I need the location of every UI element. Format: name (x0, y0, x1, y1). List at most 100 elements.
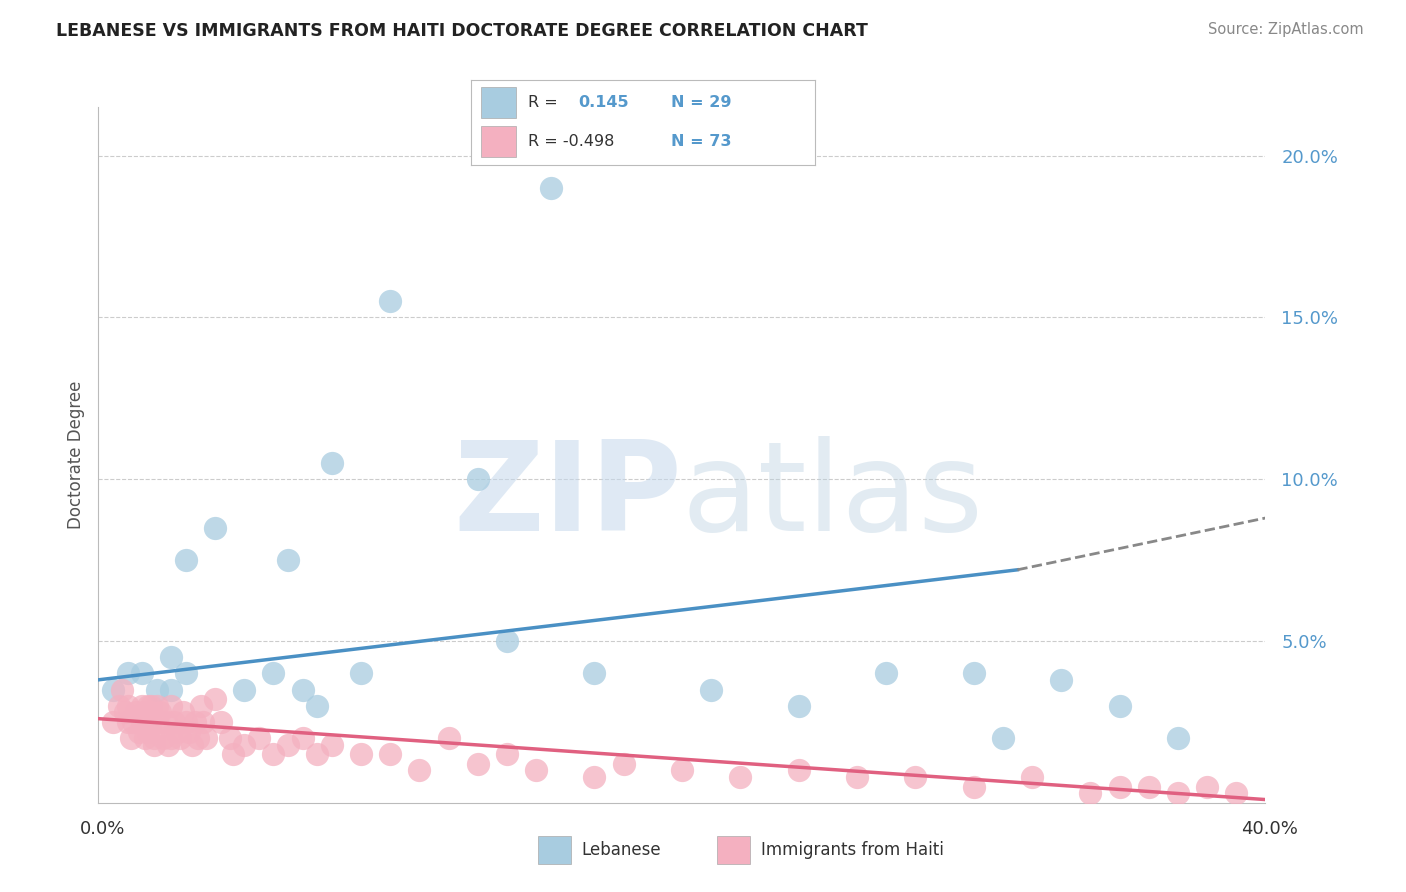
Bar (538, 836, 571, 863)
Text: 0.0%: 0.0% (80, 820, 125, 838)
Point (277, 738, 299, 752)
Point (146, 714, 169, 729)
Text: ZIP: ZIP (453, 436, 682, 558)
Point (180, 738, 202, 752)
Point (1108, 780, 1130, 794)
Point (583, 770, 606, 784)
Point (120, 731, 142, 745)
Bar (717, 836, 749, 863)
Text: N = 29: N = 29 (671, 95, 731, 110)
Point (142, 738, 165, 752)
Point (321, 738, 343, 752)
Point (108, 698, 131, 713)
Point (1050, 673, 1073, 687)
Point (495, 634, 517, 648)
Point (117, 666, 139, 681)
Point (157, 738, 180, 752)
Text: R =: R = (527, 95, 558, 110)
Point (204, 692, 226, 706)
Point (221, 747, 243, 762)
Point (1108, 698, 1130, 713)
Point (195, 731, 218, 745)
Text: 40.0%: 40.0% (1241, 820, 1298, 838)
Point (728, 770, 751, 784)
Text: Source: ZipAtlas.com: Source: ZipAtlas.com (1208, 22, 1364, 37)
Point (190, 698, 212, 713)
Point (139, 714, 162, 729)
Point (139, 698, 162, 713)
Point (991, 731, 1014, 745)
Point (131, 698, 153, 713)
Point (187, 731, 209, 745)
Point (174, 714, 197, 729)
Point (172, 705, 194, 719)
Point (163, 714, 186, 729)
Point (122, 714, 145, 729)
Point (904, 770, 927, 784)
Point (1137, 780, 1160, 794)
Point (160, 650, 183, 665)
Point (169, 731, 191, 745)
Text: 0.145: 0.145 (578, 95, 628, 110)
Point (134, 705, 156, 719)
Text: atlas: atlas (682, 436, 984, 558)
Point (209, 714, 232, 729)
Point (218, 731, 240, 745)
Point (204, 521, 226, 535)
Point (247, 731, 270, 745)
Point (101, 682, 124, 697)
Point (233, 682, 256, 697)
Point (378, 294, 402, 309)
Point (307, 698, 329, 713)
Point (875, 666, 897, 681)
Point (101, 714, 124, 729)
Point (111, 682, 134, 697)
Point (125, 705, 148, 719)
Point (291, 682, 314, 697)
Point (583, 666, 606, 681)
Point (321, 456, 343, 470)
Point (152, 731, 174, 745)
Point (845, 770, 868, 784)
Point (437, 731, 460, 745)
Point (495, 747, 517, 762)
Text: R = -0.498: R = -0.498 (527, 134, 614, 149)
Point (291, 731, 314, 745)
Text: N = 73: N = 73 (671, 134, 731, 149)
Point (193, 714, 215, 729)
Point (671, 764, 693, 778)
Point (467, 756, 489, 771)
Point (1167, 786, 1189, 800)
Point (136, 698, 159, 713)
Point (146, 682, 169, 697)
Point (612, 756, 634, 771)
Point (146, 698, 169, 713)
Point (174, 553, 197, 567)
Point (160, 698, 183, 713)
Point (134, 731, 156, 745)
Point (174, 666, 197, 681)
Point (117, 714, 139, 729)
Point (136, 724, 159, 739)
Point (307, 747, 329, 762)
Point (700, 682, 723, 697)
Bar (481, 126, 516, 157)
Point (166, 724, 188, 739)
Point (131, 666, 153, 681)
Y-axis label: Doctorate Degree: Doctorate Degree (66, 381, 84, 529)
Point (183, 714, 205, 729)
Point (149, 705, 172, 719)
Point (142, 731, 165, 745)
Point (262, 666, 284, 681)
Point (1195, 780, 1218, 794)
Point (131, 714, 153, 729)
Point (350, 666, 373, 681)
Point (177, 724, 200, 739)
Point (160, 731, 183, 745)
Point (467, 472, 489, 486)
Point (787, 764, 810, 778)
Text: LEBANESE VS IMMIGRANTS FROM HAITI DOCTORATE DEGREE CORRELATION CHART: LEBANESE VS IMMIGRANTS FROM HAITI DOCTOR… (56, 22, 868, 40)
Point (1167, 731, 1189, 745)
Point (787, 698, 810, 713)
Text: Immigrants from Haiti: Immigrants from Haiti (761, 840, 943, 859)
